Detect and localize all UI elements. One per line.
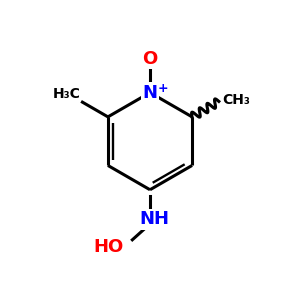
Text: +: + (158, 82, 169, 95)
Text: CH₃: CH₃ (222, 93, 250, 107)
Text: HO: HO (93, 238, 124, 256)
Text: O: O (142, 50, 158, 68)
Text: H₃C: H₃C (53, 87, 81, 101)
Text: N: N (142, 84, 158, 102)
Text: NH: NH (140, 210, 169, 228)
